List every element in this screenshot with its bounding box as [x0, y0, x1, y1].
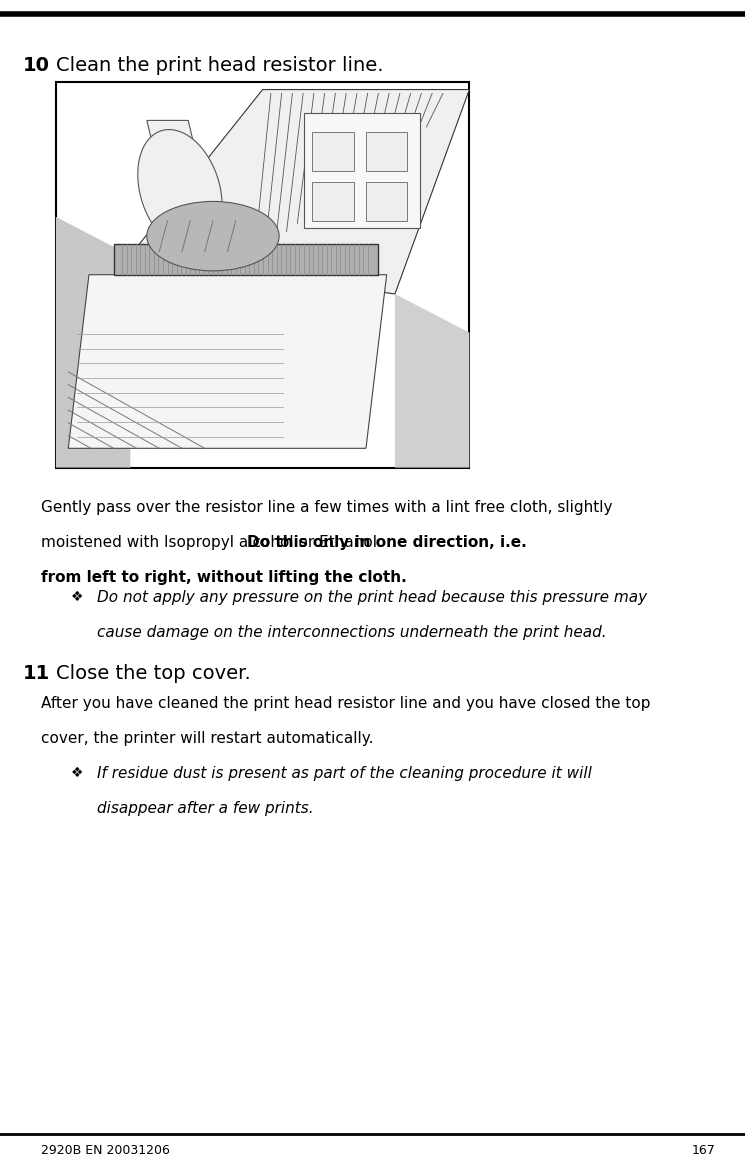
Bar	[312, 132, 354, 171]
Bar	[366, 182, 408, 221]
Text: Do not apply any pressure on the print head because this pressure may: Do not apply any pressure on the print h…	[97, 590, 647, 606]
Text: disappear after a few prints.: disappear after a few prints.	[97, 801, 314, 816]
Text: 11: 11	[22, 664, 50, 683]
Text: ❖: ❖	[71, 766, 83, 780]
Polygon shape	[147, 120, 205, 189]
Polygon shape	[114, 244, 378, 275]
Text: 2920B EN 20031206: 2920B EN 20031206	[41, 1144, 170, 1157]
Polygon shape	[130, 90, 469, 293]
Text: 10: 10	[22, 56, 49, 75]
Text: If residue dust is present as part of the cleaning procedure it will: If residue dust is present as part of th…	[97, 766, 592, 781]
Polygon shape	[56, 217, 130, 468]
Bar	[312, 182, 354, 221]
Polygon shape	[69, 275, 387, 449]
Text: cause damage on the interconnections underneath the print head.: cause damage on the interconnections und…	[97, 625, 606, 641]
Text: from left to right, without lifting the cloth.: from left to right, without lifting the …	[41, 570, 407, 586]
Bar	[56, 82, 469, 468]
Text: cover, the printer will restart automatically.: cover, the printer will restart automati…	[41, 731, 373, 746]
Bar	[304, 112, 419, 228]
Text: 167: 167	[691, 1144, 715, 1157]
Ellipse shape	[147, 201, 279, 271]
Text: Gently pass over the resistor line a few times with a lint free cloth, slightly: Gently pass over the resistor line a few…	[41, 500, 612, 516]
Text: moistened with Isopropyl alcohol or Ethanol.: moistened with Isopropyl alcohol or Etha…	[41, 535, 387, 551]
Polygon shape	[395, 293, 469, 468]
Text: After you have cleaned the print head resistor line and you have closed the top: After you have cleaned the print head re…	[41, 696, 650, 711]
Ellipse shape	[138, 130, 222, 250]
Text: Do this only in one direction, i.e.: Do this only in one direction, i.e.	[247, 535, 527, 551]
Text: Clean the print head resistor line.: Clean the print head resistor line.	[56, 56, 384, 75]
Bar	[366, 132, 408, 171]
Text: ❖: ❖	[71, 590, 83, 604]
Text: Close the top cover.: Close the top cover.	[56, 664, 250, 683]
